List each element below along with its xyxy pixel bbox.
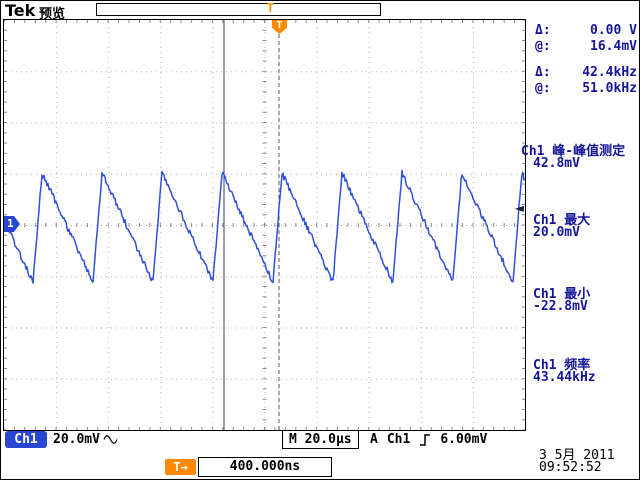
waveform-canvas <box>4 20 525 430</box>
cursor-at-v-value: 16.4mV <box>590 39 637 54</box>
cursor-delta-v-value: 0.00 V <box>590 23 637 38</box>
record-position-bar: T <box>96 1 381 16</box>
measurement-pkpk-value: 42.8mV <box>533 156 580 171</box>
graticule: 1 T ◄ <box>3 19 526 431</box>
cursor-at-v-label: @: <box>535 39 551 54</box>
trigger-level-value: 6.00mV <box>440 432 488 447</box>
trigger-point-flag-icon: T <box>272 20 287 34</box>
trigger-source-label: Ch1 <box>386 432 411 447</box>
measurement-pkpk-label: Ch1 峰-峰值测定 <box>521 144 626 159</box>
trigger-delay-badge-icon: T→ <box>165 459 196 475</box>
cursor-delta-f-value: 42.4kHz <box>582 65 637 80</box>
measurement-min-value: -22.8mV <box>533 299 588 314</box>
cursor-at-f-value: 51.0kHz <box>582 81 637 96</box>
cursor-at-f-label: @: <box>535 81 551 96</box>
measurement-freq-label: Ch1 频率 <box>533 358 591 373</box>
trigger-system-label: A <box>370 432 378 447</box>
tek-logo: Tek <box>5 1 36 20</box>
cursor-delta-f-label: Δ: <box>535 65 551 80</box>
ch1-ground-marker: 1 <box>4 216 20 232</box>
cursor-readout-at-f: @: 51.0kHz <box>521 81 639 96</box>
cursor-readout-delta-f: Δ: 42.4kHz <box>521 65 639 80</box>
cursor-readout-delta-v: Δ: 0.00 V <box>521 23 639 38</box>
acquisition-mode-label: 预览 <box>39 7 66 22</box>
trigger-level-arrow-icon: ◄ <box>514 201 524 215</box>
timebase-readout: M 20.0μs <box>282 430 359 449</box>
cursor-readout-at-v: @: 16.4mV <box>521 39 639 54</box>
ch1-scale-value: 20.0mV <box>53 432 100 447</box>
ch1-channel-badge: Ch1 <box>5 431 47 448</box>
trigger-position-readout: 400.000ns <box>198 457 332 477</box>
ch1-vertical-scale-readout: 20.0mV <box>53 432 118 447</box>
trigger-position-marker-icon: T <box>266 1 275 15</box>
date-readout: 3 5月 2011 <box>539 448 615 463</box>
time-readout: 09:52:52 <box>539 460 602 475</box>
measurement-max-label: Ch1 最大 <box>533 213 591 228</box>
measurement-min-label: Ch1 最小 <box>533 287 591 302</box>
measurement-max-value: 20.0mV <box>533 225 580 240</box>
measurement-freq-value: 43.44kHz <box>533 370 596 385</box>
cursor-delta-v-label: Δ: <box>535 23 551 38</box>
rising-edge-icon <box>420 433 431 446</box>
coupling-sine-icon <box>103 435 118 444</box>
trigger-readout: A Ch1 6.00mV <box>370 432 487 447</box>
